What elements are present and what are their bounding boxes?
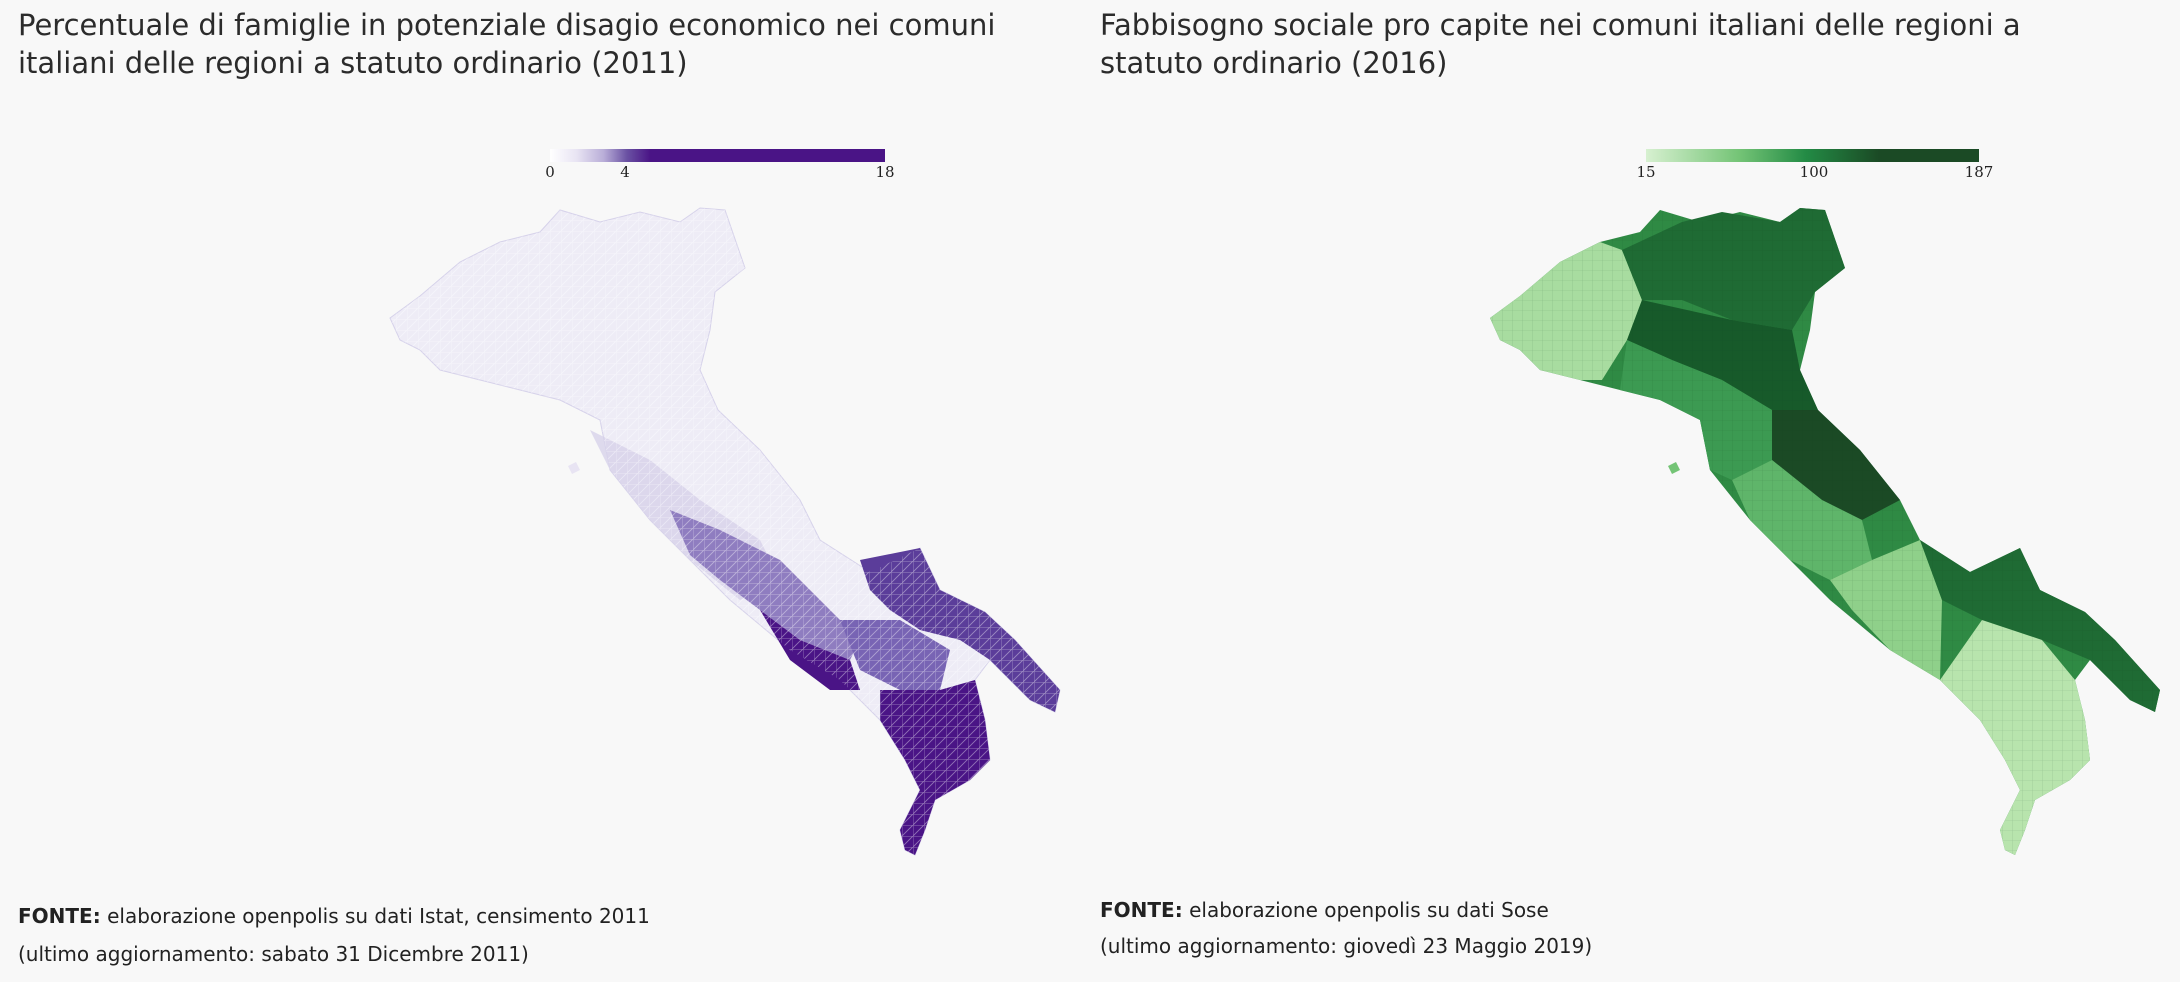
right-choropleth-map[interactable] — [1082, 0, 2180, 982]
mesh-overlay-right — [1490, 208, 2160, 855]
mesh-overlay-left — [390, 208, 1060, 855]
left-legend-tick-min: 0 — [545, 163, 555, 181]
left-source-text: elaborazione openpolis su dati Istat, ce… — [107, 904, 650, 928]
left-source: FONTE: elaborazione openpolis su dati Is… — [18, 898, 650, 934]
right-legend-tick-min: 15 — [1636, 163, 1656, 181]
left-source-label: FONTE: — [18, 904, 101, 928]
left-legend-tick-max: 18 — [875, 163, 895, 181]
right-legend-tick-mid: 100 — [1799, 163, 1829, 181]
left-choropleth-map[interactable] — [0, 0, 1082, 982]
left-map-panel: Percentuale di famiglie in potenziale di… — [0, 0, 1082, 982]
right-legend-gradient-bar — [1646, 149, 1979, 162]
left-map-title: Percentuale di famiglie in potenziale di… — [18, 8, 996, 80]
left-updated-date: (ultimo aggiornamento: sabato 31 Dicembr… — [18, 942, 529, 966]
left-legend-gradient-bar — [550, 149, 885, 162]
right-source-text: elaborazione openpolis su dati Sose — [1189, 898, 1549, 922]
right-source-label: FONTE: — [1100, 898, 1183, 922]
elba-island-right — [1668, 462, 1680, 474]
right-source: FONTE: elaborazione openpolis su dati So… — [1100, 892, 1549, 928]
right-updated-date: (ultimo aggiornamento: giovedì 23 Maggio… — [1100, 934, 1593, 958]
right-map-title: Fabbisogno sociale pro capite nei comuni… — [1100, 8, 2021, 80]
left-legend-tick-mid: 4 — [620, 163, 630, 181]
right-legend-tick-max: 187 — [1964, 163, 1994, 181]
elba-island-left — [568, 462, 580, 474]
right-map-panel: Fabbisogno sociale pro capite nei comuni… — [1082, 0, 2180, 982]
